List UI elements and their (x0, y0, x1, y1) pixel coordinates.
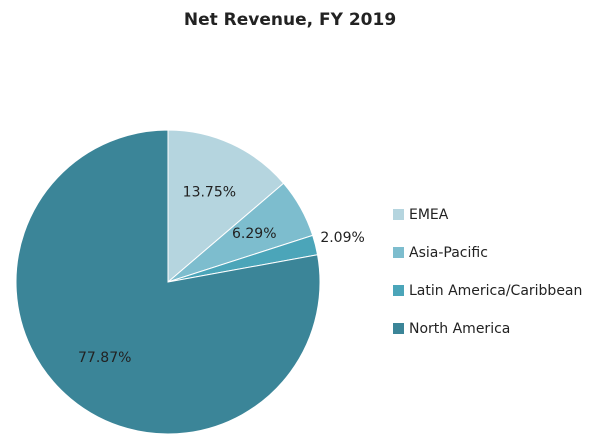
data-label: 13.75% (183, 184, 236, 200)
legend-swatch (393, 285, 404, 296)
pie-slice (15, 129, 321, 435)
chart-title: Net Revenue, FY 2019 (184, 10, 396, 30)
legend: EMEA Asia-Pacific Latin America/Caribbean N… (393, 207, 582, 337)
pie-slice (167, 129, 285, 284)
data-label: 6.29% (232, 226, 276, 242)
legend-swatch (393, 209, 404, 220)
legend-label: North America (409, 321, 510, 337)
legend-swatch (393, 323, 404, 334)
pie: 13.75% 6.29% 2.09% 77.87% (15, 129, 365, 435)
data-label: 77.87% (78, 350, 131, 366)
data-label: 2.09% (320, 230, 364, 246)
legend-label: Asia-Pacific (409, 245, 488, 261)
legend-label: Latin America/Caribbean (409, 283, 582, 299)
legend-label: EMEA (409, 207, 449, 223)
legend-swatch (393, 247, 404, 258)
